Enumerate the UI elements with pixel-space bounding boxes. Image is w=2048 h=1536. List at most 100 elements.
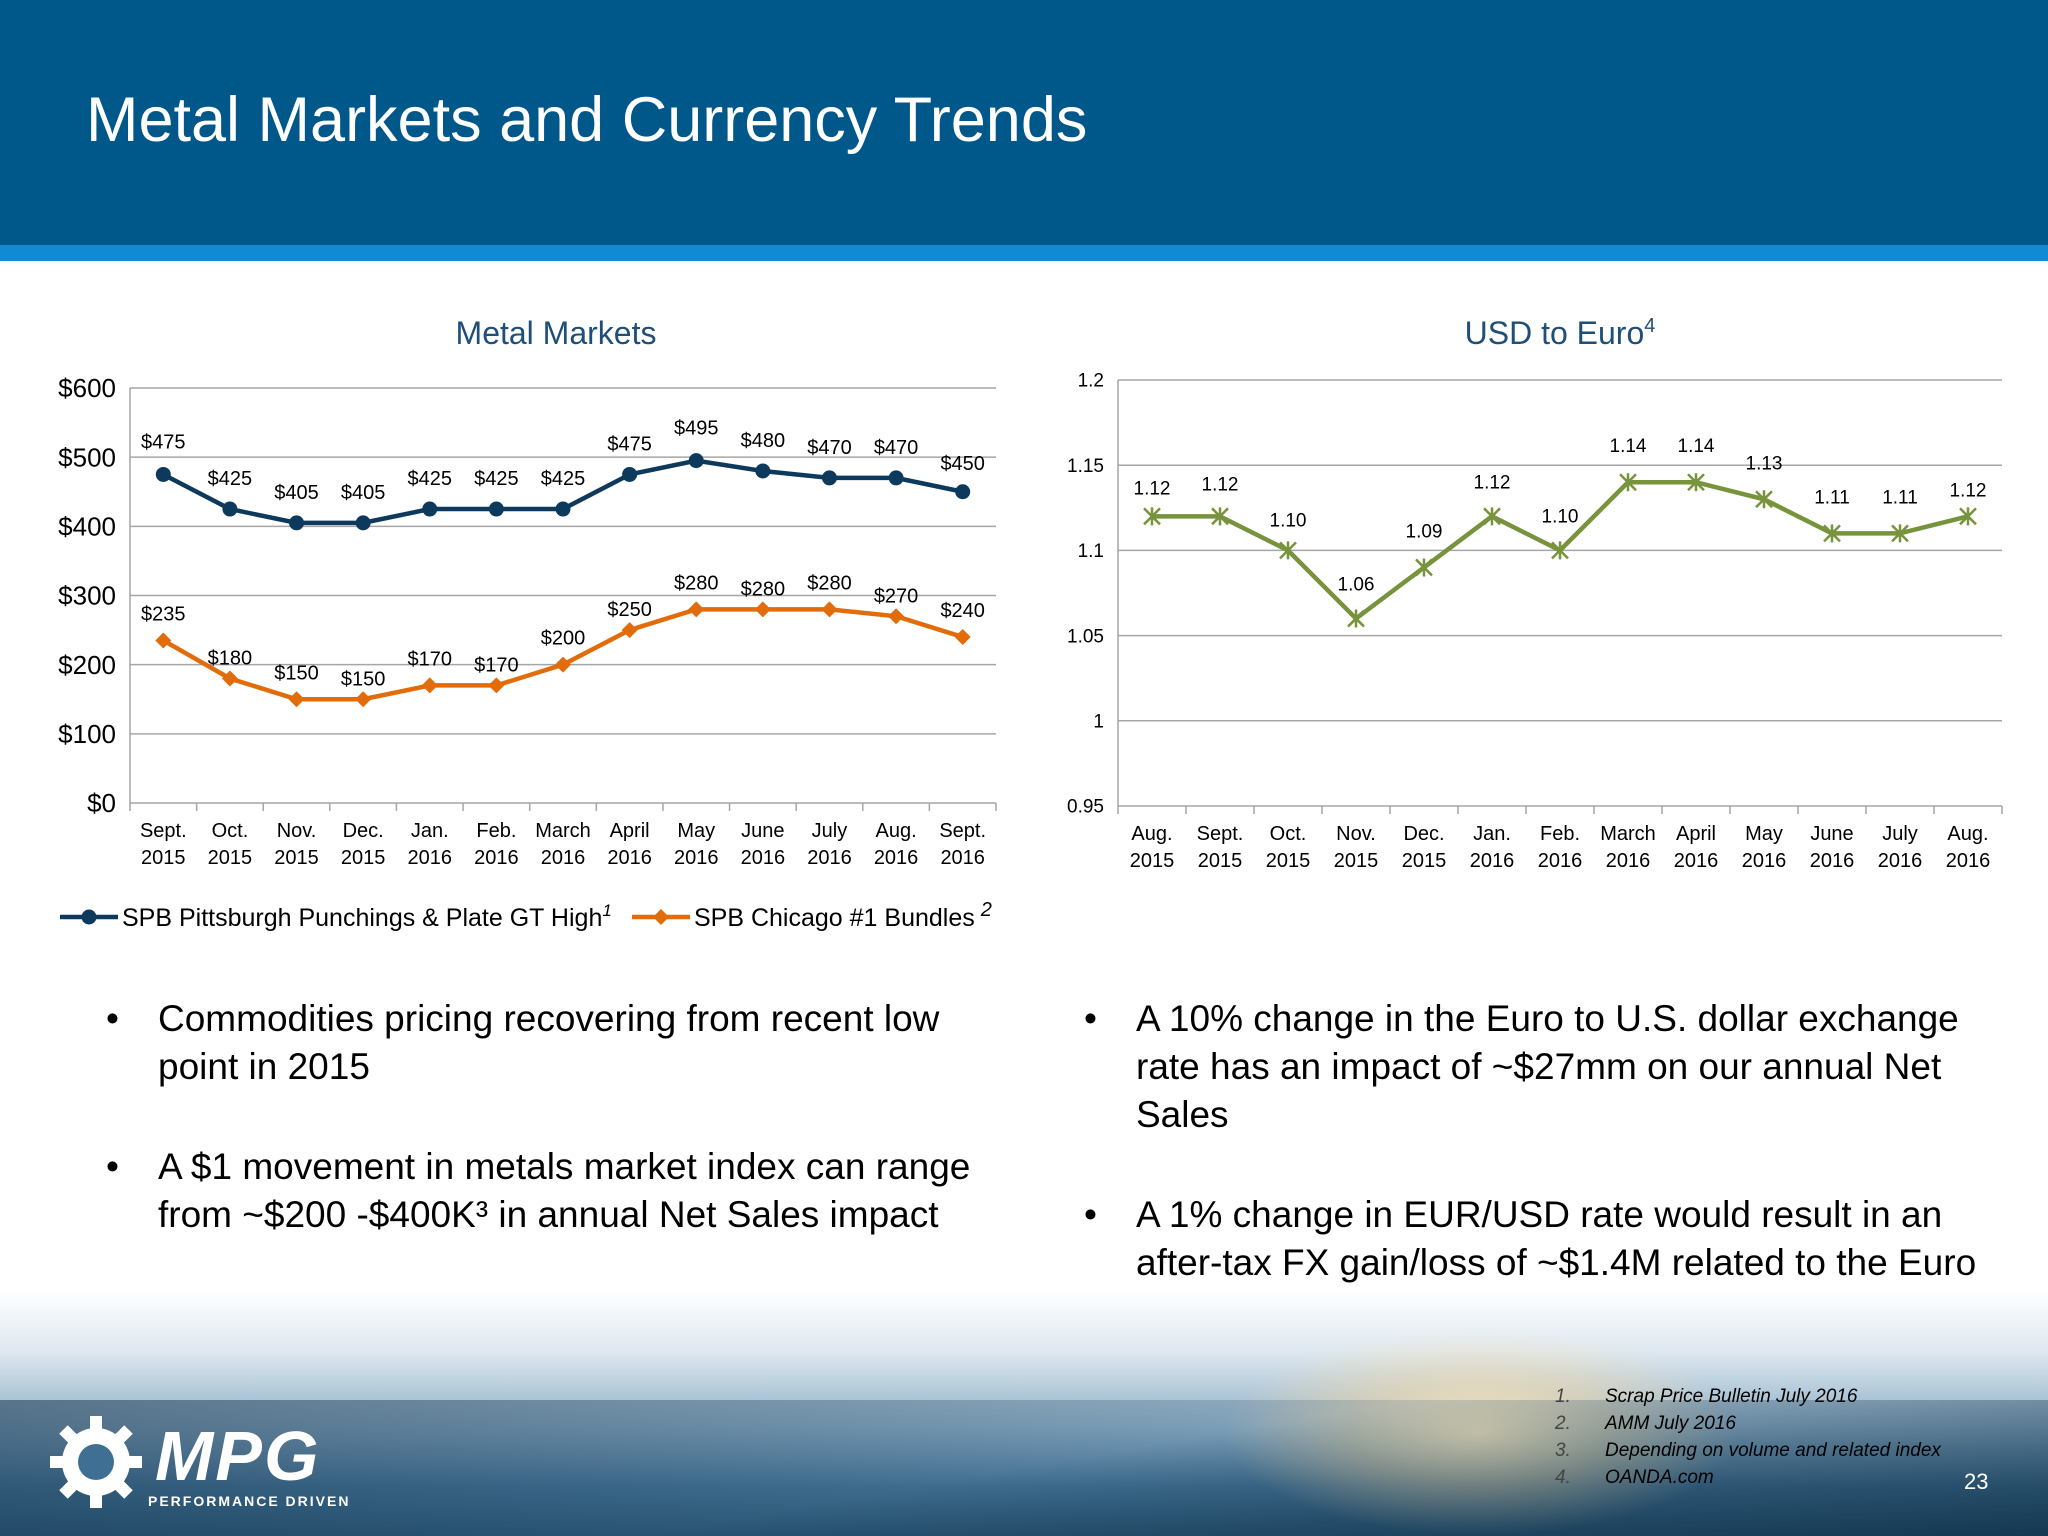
fx-x-tick-label: May 2016 <box>1742 823 1787 872</box>
metal-point <box>288 691 305 708</box>
fx-point <box>1347 609 1365 628</box>
metal-data-label: $405 <box>274 482 319 504</box>
metal-data-label: $425 <box>208 468 253 490</box>
fx-x-tick-label: March 2016 <box>1600 823 1656 872</box>
fx-x-tick-label: Oct. 2015 <box>1266 823 1311 872</box>
fx-x-tick-label: Dec. 2015 <box>1402 823 1447 872</box>
metal-point <box>221 670 238 687</box>
fx-data-label: 1.12 <box>1474 472 1511 493</box>
metal-x-tick-label: Sept. 2016 <box>939 820 986 869</box>
fx-data-label: 1.06 <box>1338 575 1375 596</box>
slide-title: Metal Markets and Currency Trends <box>86 85 1088 155</box>
bullet-dot-icon: • <box>106 998 119 1039</box>
fx-x-tick-label: July 2016 <box>1878 823 1923 872</box>
footnotes: 1. Scrap Price Bulletin July 2016 2. AMM J… <box>1555 1383 1941 1491</box>
metal-point <box>688 601 705 618</box>
fx-data-label: 1.12 <box>1950 480 1987 501</box>
metal-data-label: $280 <box>807 572 852 594</box>
fx-point <box>1823 524 1841 543</box>
fx-point <box>1619 473 1637 492</box>
fx-y-tick-label: 1.1 <box>1078 541 1104 562</box>
metal-data-label: $170 <box>408 648 453 670</box>
fx-y-tick-label: 1.05 <box>1067 626 1104 647</box>
metal-data-label: $270 <box>874 585 919 607</box>
metal-point <box>621 622 638 639</box>
metal-point <box>355 691 372 708</box>
metal-x-tick-label: Oct. 2015 <box>208 820 253 869</box>
metal-data-label: $200 <box>541 628 586 650</box>
metal-point <box>688 453 704 469</box>
metal-x-tick-label: March 2016 <box>535 820 591 869</box>
metal-x-tick-label: June 2016 <box>741 820 786 869</box>
fx-point <box>1551 541 1569 560</box>
logo-wordmark: MPG <box>155 1417 321 1495</box>
title-bar <box>0 0 2048 245</box>
footnote-item: 4. OANDA.com <box>1555 1467 1714 1488</box>
fx-x-tick-label: June 2016 <box>1810 823 1855 872</box>
title-bar-stripe <box>0 245 2048 261</box>
metal-data-label: $470 <box>807 437 852 459</box>
metal-x-tick-label: Feb. 2016 <box>474 820 519 869</box>
metal-x-tick-label: Sept. 2015 <box>140 820 187 869</box>
metal-data-label: $150 <box>341 668 386 690</box>
metal-data-label: $250 <box>607 599 652 621</box>
metal-y-tick-label: $300 <box>58 581 116 611</box>
page-number: 23 <box>1964 1469 1989 1494</box>
fx-point <box>1143 507 1161 526</box>
metal-data-label: $425 <box>474 468 519 490</box>
fx-x-tick-label: Nov. 2015 <box>1334 823 1379 872</box>
metal-chart-title: Metal Markets <box>456 315 657 351</box>
fx-x-tick-label: April 2016 <box>1674 823 1719 872</box>
metal-point <box>755 463 771 479</box>
legend-swatch-marker <box>653 909 669 925</box>
fx-y-tick-label: 1.15 <box>1067 456 1104 477</box>
metal-data-label: $475 <box>141 431 186 453</box>
metal-x-tick-label: Jan. 2016 <box>408 820 453 869</box>
bullet-item: • A 10% change in the Euro to U.S. dollar… <box>1066 995 2026 1139</box>
fx-data-label: 1.11 <box>1882 487 1918 508</box>
metal-data-label: $180 <box>208 648 253 670</box>
fx-x-tick-label: Aug. 2015 <box>1130 823 1175 872</box>
bullet-dot-icon: • <box>1084 1194 1097 1235</box>
fx-y-tick-label: 0.95 <box>1067 797 1104 818</box>
fx-point <box>1211 507 1229 526</box>
metal-point <box>488 501 504 517</box>
bullet-dot-icon: • <box>106 1146 119 1187</box>
fx-chart-title: USD to Euro4 <box>1465 315 1656 351</box>
metal-data-label: $235 <box>141 603 186 625</box>
metal-data-label: $450 <box>940 453 985 475</box>
metal-data-label: $405 <box>341 482 386 504</box>
footnote-item: 3. Depending on volume and related index <box>1555 1440 1941 1461</box>
fx-point <box>1483 507 1501 526</box>
metal-point <box>155 632 172 649</box>
metal-data-label: $495 <box>674 418 719 440</box>
fx-data-label: 1.12 <box>1134 478 1171 499</box>
metal-data-label: $240 <box>940 600 985 622</box>
fx-data-label: 1.09 <box>1406 521 1443 542</box>
legend-swatch-marker <box>81 909 97 925</box>
fx-y-tick-label: 1 <box>1093 711 1104 732</box>
metal-y-tick-label: $400 <box>58 511 116 541</box>
usd-euro-chart: USD to Euro4 0.95 1 1.05 1.1 1.15 1.2 Aug. 2015… <box>1067 315 2003 872</box>
metal-point <box>888 470 904 486</box>
metal-point <box>622 466 638 482</box>
metal-x-tick-label: April 2016 <box>607 820 652 869</box>
fx-data-label: 1.10 <box>1542 506 1579 527</box>
fx-data-label: 1.12 <box>1202 474 1239 495</box>
fx-data-label: 1.13 <box>1746 453 1783 474</box>
metal-point <box>155 466 171 482</box>
metal-data-label: $425 <box>541 468 586 490</box>
fx-point <box>1415 558 1433 577</box>
metal-y-tick-label: $0 <box>87 788 116 818</box>
metal-data-label: $280 <box>741 578 786 600</box>
legend-label: SPB Chicago #1 Bundles 2 <box>694 899 992 932</box>
fx-point <box>1279 541 1297 560</box>
metal-point <box>555 501 571 517</box>
metal-point <box>222 501 238 517</box>
metal-point <box>421 677 438 694</box>
metal-point <box>355 515 371 531</box>
fx-data-label: 1.14 <box>1678 436 1715 457</box>
metal-point <box>754 601 771 618</box>
metal-x-tick-label: May 2016 <box>674 820 719 869</box>
fx-data-label: 1.11 <box>1814 487 1850 508</box>
